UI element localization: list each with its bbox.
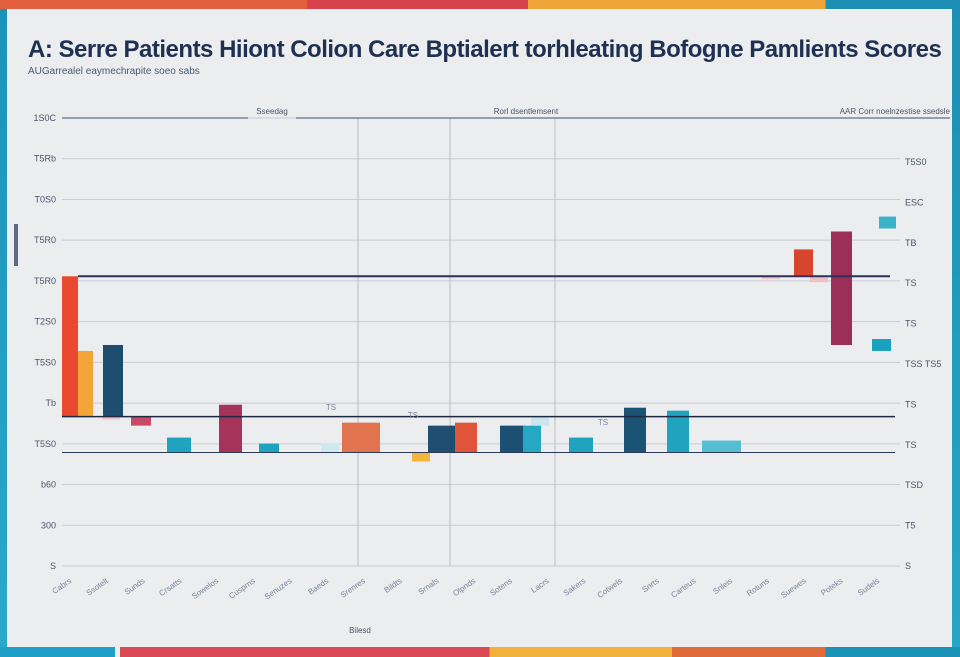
bar: [62, 276, 78, 417]
bar: [794, 249, 813, 277]
x-category-label: Poteks: [819, 576, 844, 597]
y-tick-label: S: [50, 561, 56, 571]
y-tick-label-right: S: [905, 561, 911, 571]
x-category-label: Bildts: [383, 576, 404, 595]
x-category-label: Cabrs: [51, 576, 74, 596]
x-category-label: Sakers: [562, 576, 588, 598]
x-category-label: Snrts: [640, 576, 660, 594]
y-axis-title-marker: [14, 224, 18, 266]
bar: [428, 425, 455, 453]
y-tick-label: T5R0: [34, 276, 56, 286]
bar: [103, 344, 123, 417]
y-tick-label: 300: [41, 520, 56, 530]
x-category-label: Cusprns: [227, 576, 257, 600]
bar: [702, 440, 741, 453]
y-tick-label-right: TS: [905, 399, 917, 409]
bar: [219, 404, 242, 453]
y-tick-label: T0S0: [34, 194, 56, 204]
y-tick-label: T5Rb: [34, 154, 56, 164]
bar: [131, 416, 151, 426]
x-category-label: Crsatts: [157, 576, 183, 598]
bar-ghost: [102, 416, 120, 420]
left-color-band: [0, 9, 7, 647]
y-tick-label-right: TS: [905, 319, 917, 329]
bar-ghost: [531, 416, 549, 426]
x-category-label: Ssotelt: [85, 576, 111, 598]
x-category-label: Sudels: [856, 576, 881, 597]
bar-data-label: TS: [598, 418, 608, 427]
y-tick-label-right: TSD: [905, 480, 924, 490]
x-category-label: Sotens: [488, 576, 514, 598]
x-category-label: Srenres: [339, 576, 367, 599]
bar: [569, 437, 593, 453]
x-category-label: Rotuns: [745, 576, 771, 598]
bar: [879, 216, 896, 229]
y-tick-label-right: TS: [905, 440, 917, 450]
bar: [412, 452, 430, 462]
x-category-label: Carteus: [669, 576, 697, 599]
bar-data-label: TS: [326, 403, 336, 412]
y-tick-label-right: TSS TS5: [905, 359, 941, 369]
bar-data-label: TS: [408, 411, 418, 420]
chart-subtitle: AUGarrealel eaymechrapite soeo sabs: [28, 66, 200, 77]
x-category-label: Baeds: [306, 576, 330, 596]
y-tick-label: T5S0: [34, 357, 56, 367]
y-tick-label: T5R0: [34, 235, 56, 245]
y-tick-label-right: ESC: [905, 197, 924, 207]
bar-ghost: [810, 276, 828, 283]
x-category-label: Sowelos: [190, 576, 220, 601]
y-tick-label: T2S0: [34, 317, 56, 327]
x-category-label: Cotwels: [596, 576, 624, 600]
panel-header: AAR Corr noelnzestise ssedsle: [840, 107, 951, 116]
bar: [342, 422, 380, 453]
bar: [831, 231, 852, 345]
x-category-label: Snleis: [711, 576, 734, 596]
x-category-label: Srnals: [417, 576, 441, 596]
bar-ghost: [762, 276, 780, 280]
x-category-label: Suewes: [779, 576, 807, 600]
bar: [455, 422, 477, 453]
y-tick-label-right: T5S0: [905, 157, 927, 167]
y-tick-label-right: TS: [905, 278, 917, 288]
bar: [667, 410, 689, 453]
bar: [523, 425, 541, 453]
x-category-label: Olpnds: [451, 576, 477, 598]
chart-title: A: Serre Patients Hiiont Colion Care Bpt…: [28, 36, 942, 63]
bar: [872, 339, 891, 351]
y-tick-label: b60: [41, 480, 56, 490]
bar: [78, 350, 93, 417]
y-tick-label-right: TB: [905, 238, 917, 248]
panel-header: Sseedag: [256, 107, 288, 116]
y-tick-label-right: T5: [905, 521, 916, 531]
bar: [259, 443, 279, 453]
bar: [500, 425, 525, 453]
y-tick-label: Tb: [45, 398, 56, 408]
bar: [624, 407, 646, 453]
panel-header: Rorl dsentlemsent: [494, 107, 559, 116]
y-tick-label: 1S0C: [33, 113, 56, 123]
bar: [167, 437, 191, 453]
top-color-band: [0, 0, 960, 9]
x-category-label: Lacrs: [529, 576, 550, 595]
right-color-band: [952, 9, 960, 647]
y-tick-label: T5S0: [34, 439, 56, 449]
bottom-color-band: [0, 647, 960, 657]
bar-ghost: [321, 443, 339, 453]
x-axis-title: Bilesd: [349, 626, 371, 635]
x-category-label: Senuzes: [263, 576, 294, 601]
x-category-label: Sunds: [123, 576, 147, 596]
